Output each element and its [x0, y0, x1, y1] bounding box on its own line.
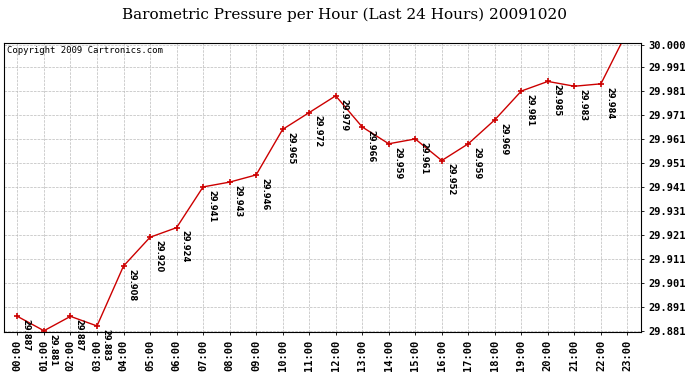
Text: 29.959: 29.959 — [473, 147, 482, 179]
Text: 29.965: 29.965 — [287, 132, 296, 165]
Text: 29.959: 29.959 — [393, 147, 402, 179]
Text: 29.972: 29.972 — [313, 116, 322, 148]
Text: 29.887: 29.887 — [21, 319, 30, 351]
Text: 29.966: 29.966 — [366, 130, 375, 162]
Text: 29.908: 29.908 — [128, 269, 137, 301]
Text: Barometric Pressure per Hour (Last 24 Hours) 20091020: Barometric Pressure per Hour (Last 24 Ho… — [123, 8, 567, 22]
Text: Copyright 2009 Cartronics.com: Copyright 2009 Cartronics.com — [8, 46, 164, 55]
Text: 29.981: 29.981 — [526, 94, 535, 126]
Text: 29.883: 29.883 — [101, 329, 110, 361]
Text: 29.961: 29.961 — [420, 142, 428, 174]
Text: 29.969: 29.969 — [499, 123, 508, 155]
Text: 29.887: 29.887 — [75, 319, 83, 351]
Text: 29.952: 29.952 — [446, 164, 455, 196]
Text: 29.984: 29.984 — [605, 87, 614, 119]
Text: 29.881: 29.881 — [48, 333, 57, 366]
Text: 29.979: 29.979 — [340, 99, 349, 131]
Text: 29.983: 29.983 — [578, 89, 588, 121]
Text: 29.946: 29.946 — [260, 178, 269, 210]
Text: 29.985: 29.985 — [552, 84, 561, 117]
Text: 29.941: 29.941 — [207, 190, 216, 222]
Text: 29.943: 29.943 — [234, 185, 243, 217]
Text: 29.920: 29.920 — [154, 240, 164, 272]
Text: 29.924: 29.924 — [181, 231, 190, 263]
Text: 30.006: 30.006 — [0, 374, 1, 375]
